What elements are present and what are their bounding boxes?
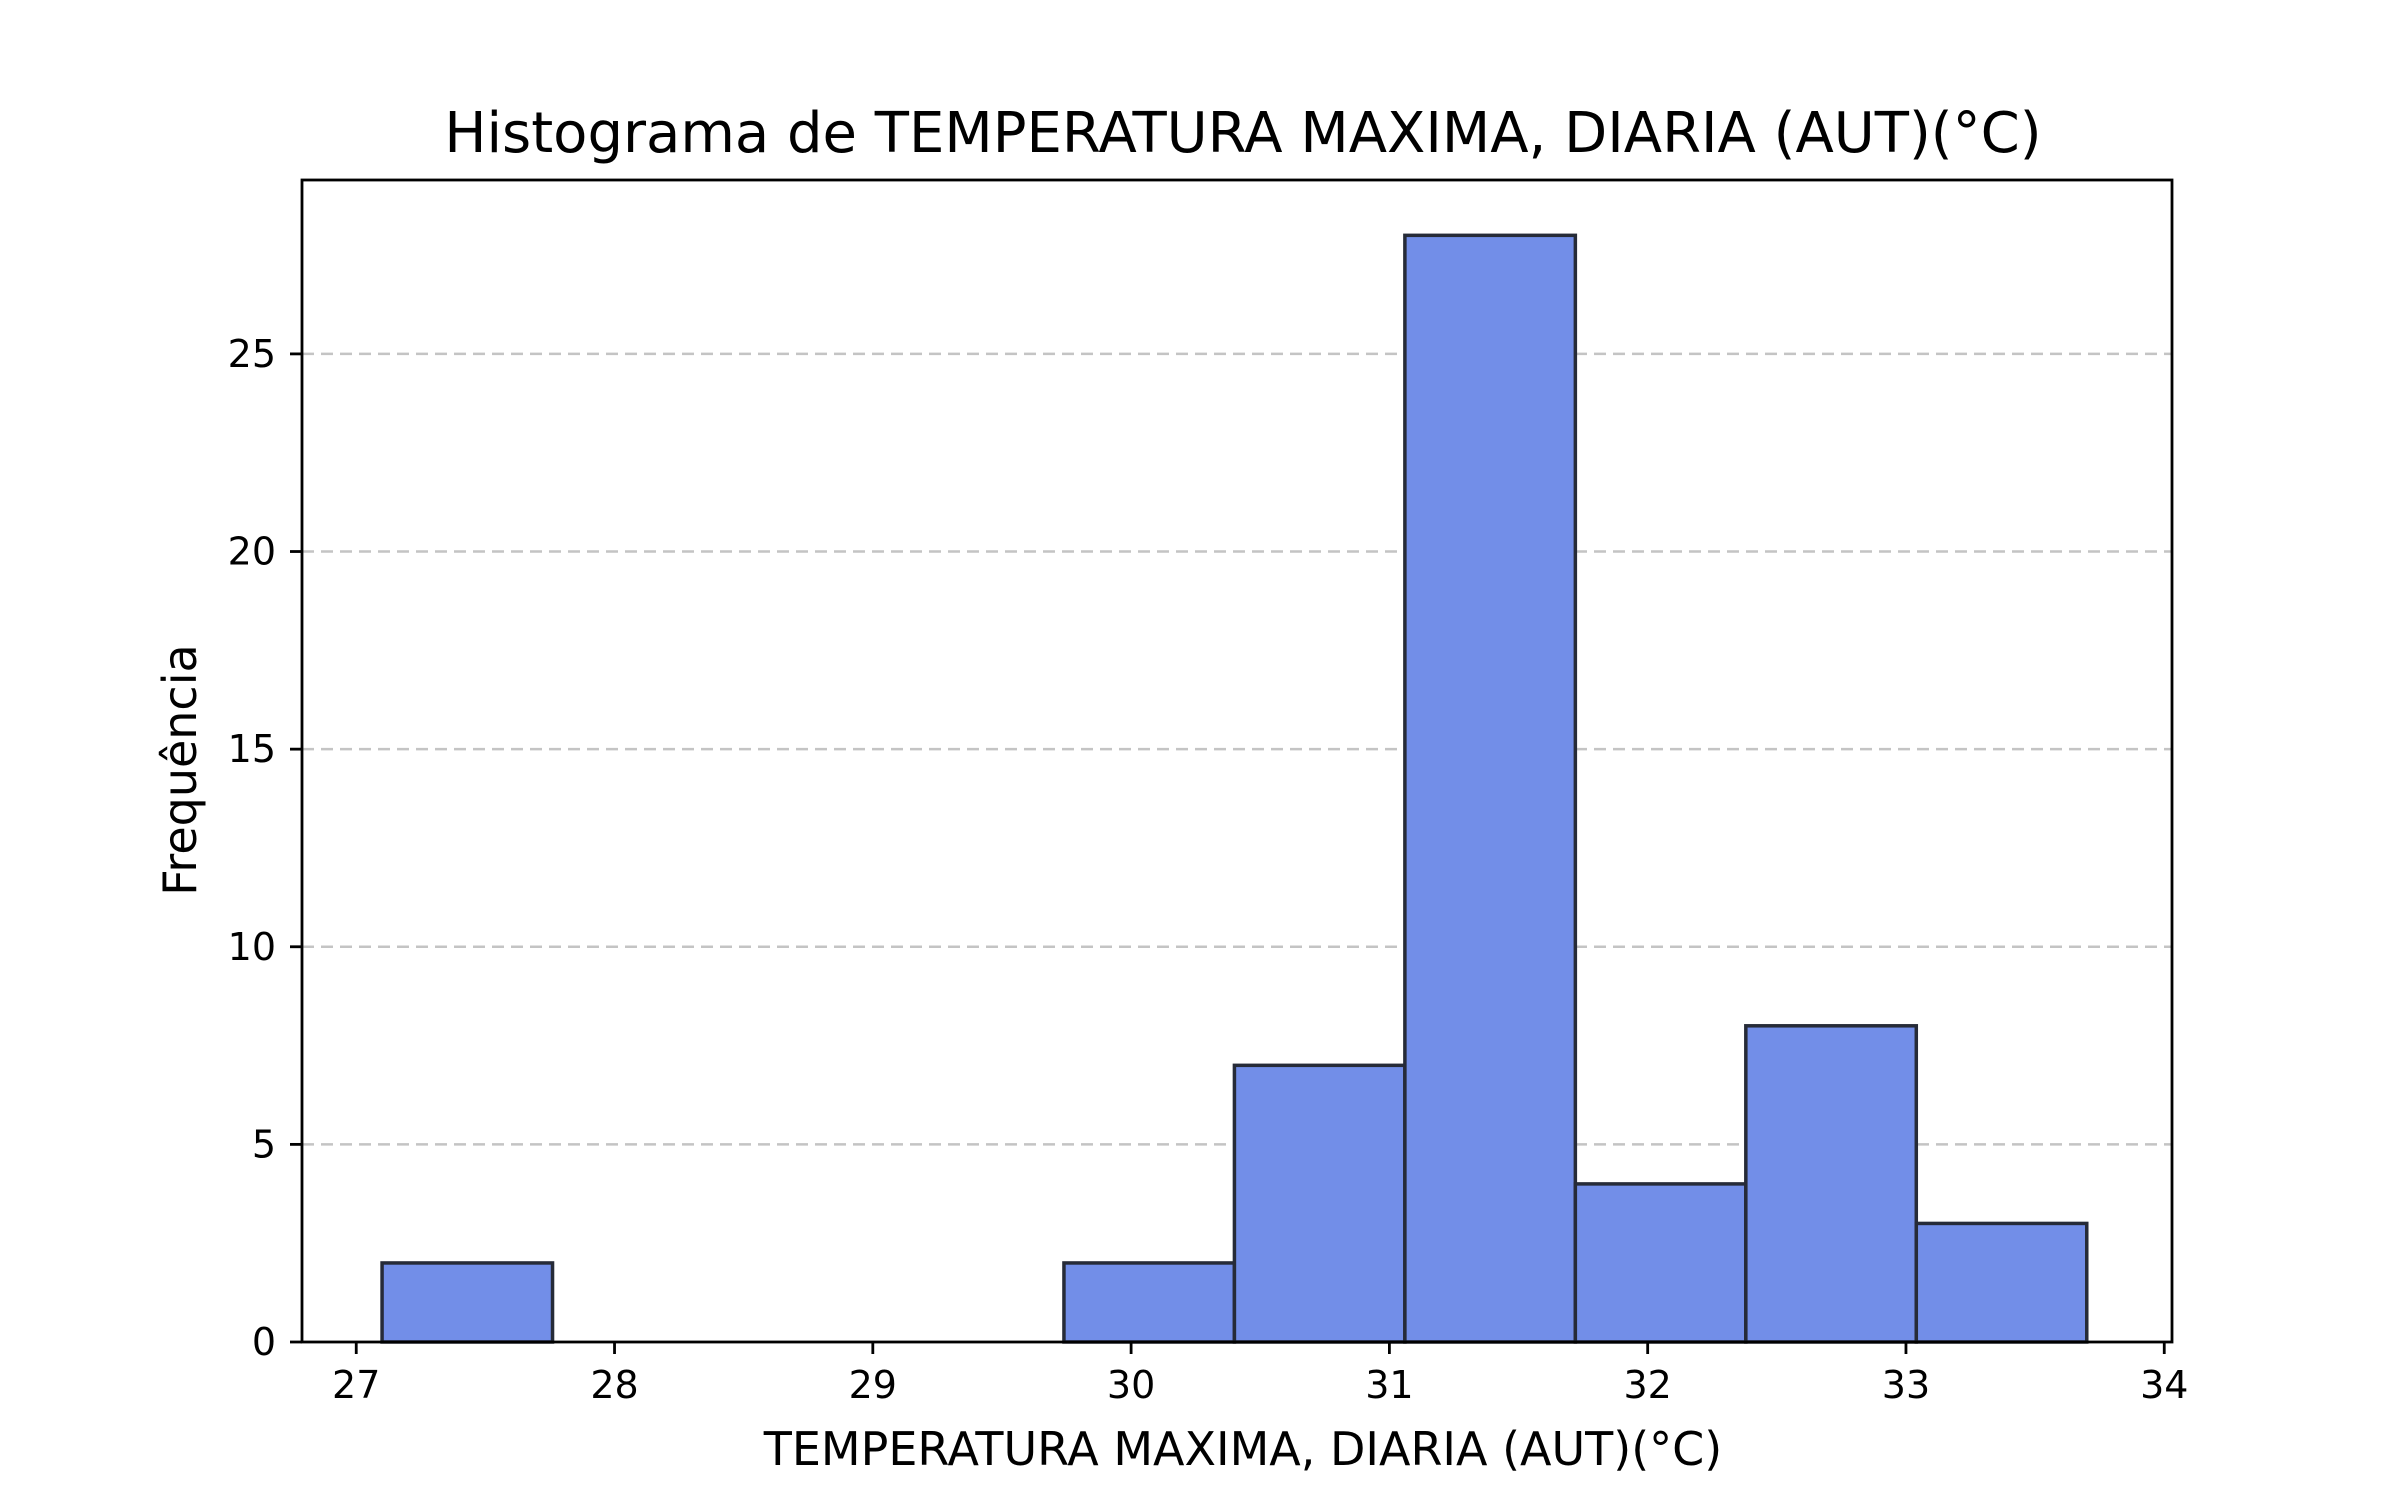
y-tick-label: 20 — [228, 530, 276, 574]
x-tick-label: 28 — [590, 1363, 638, 1407]
y-tick-label: 5 — [252, 1122, 276, 1166]
x-tick-label: 27 — [332, 1363, 380, 1407]
histogram-bar — [1744, 1024, 1919, 1344]
histogram-bar — [1914, 1221, 2089, 1344]
x-tick-label: 34 — [2140, 1363, 2188, 1407]
chart-title: Histograma de TEMPERATURA MAXIMA, DIARIA… — [444, 101, 2041, 166]
histogram-bars — [380, 233, 2089, 1344]
axes-frame — [300, 178, 2174, 1344]
histogram-bar — [1232, 1063, 1407, 1344]
histogram-bar — [1062, 1261, 1237, 1344]
y-axis-label: Frequência — [153, 644, 207, 895]
x-axis-label: TEMPERATURA MAXIMA, DIARIA (AUT)(°C) — [763, 1422, 1722, 1476]
y-tick-label: 25 — [228, 332, 276, 376]
histogram-bar — [380, 1261, 555, 1344]
y-tick-label: 0 — [252, 1320, 276, 1364]
y-axis-ticks: 0 5 10 15 20 25 — [228, 332, 302, 1364]
x-tick-label: 29 — [849, 1363, 897, 1407]
y-tick-label: 15 — [228, 727, 276, 771]
x-tick-label: 32 — [1623, 1363, 1671, 1407]
x-tick-label: 31 — [1365, 1363, 1413, 1407]
x-axis-ticks: 27 28 29 30 31 32 33 34 — [332, 1342, 2188, 1407]
y-tick-label: 10 — [228, 925, 276, 969]
x-tick-label: 33 — [1882, 1363, 1930, 1407]
histogram-bar — [1573, 1182, 1748, 1344]
histogram-bar — [1403, 233, 1578, 1344]
x-tick-label: 30 — [1107, 1363, 1155, 1407]
